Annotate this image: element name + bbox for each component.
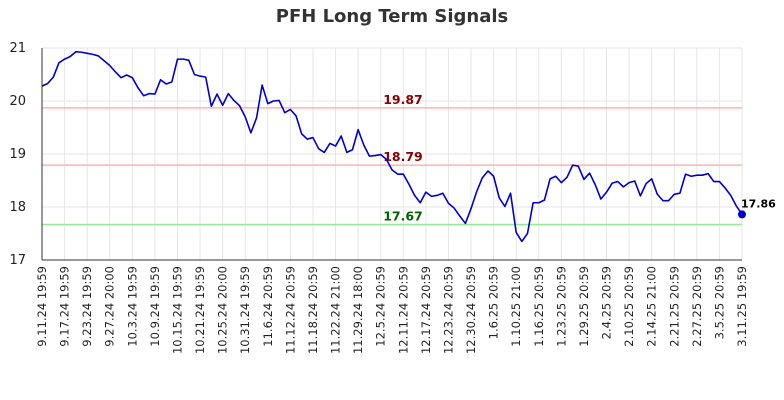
x-tick-label: 3.11.25 19:59	[735, 266, 749, 347]
x-tick-label: 10.21.24 19:59	[193, 266, 207, 354]
x-tick-label: 2.21.25 20:59	[667, 266, 681, 347]
series: 17.86	[41, 50, 776, 243]
y-tick-label: 17	[9, 253, 26, 268]
x-tick-label: 12.11.24 20:59	[396, 266, 410, 354]
x-tick-label: 1.10.25 21:00	[509, 266, 523, 347]
x-tick-label: 10.3.24 19:59	[125, 266, 139, 347]
x-tick-label: 1.29.25 20:59	[577, 266, 591, 347]
x-tick-label: 3.5.25 20:59	[712, 266, 726, 339]
x-tick-label: 9.27.24 20:00	[103, 266, 117, 347]
x-tick-label: 11.12.24 20:59	[283, 266, 297, 354]
x-tick-label: 9.17.24 19:59	[58, 266, 72, 347]
x-tick-label: 11.18.24 20:59	[306, 266, 320, 354]
x-tick-label: 11.6.24 20:59	[261, 266, 275, 347]
x-tick-label: 2.4.25 20:59	[600, 266, 614, 339]
x-tick-label: 12.23.24 20:59	[441, 266, 455, 354]
x-tick-label: 12.30.24 20:59	[464, 266, 478, 354]
x-tick-label: 12.5.24 20:59	[374, 266, 388, 347]
y-tick-label: 20	[9, 94, 26, 109]
y-tick-label: 19	[9, 147, 26, 162]
x-tick-label: 2.14.25 21:00	[645, 266, 659, 347]
lower-signal-label: 17.67	[383, 208, 423, 223]
x-tick-label: 2.10.25 20:59	[622, 266, 636, 347]
x-tick-label: 1.23.25 20:59	[554, 266, 568, 347]
reference-lines: 19.87 18.79 17.67	[42, 92, 742, 226]
x-tick-label: 10.9.24 19:59	[148, 266, 162, 347]
axes: 17 18 19 20 21 9.11.24 19:59 9.17.24 19:59 9.23…	[9, 41, 749, 354]
x-tick-label: 2.27.25 20:59	[690, 266, 704, 347]
x-tick-label: 1.6.25 20:59	[487, 266, 501, 339]
x-tick-label: 12.17.24 20:59	[419, 266, 433, 354]
y-tick-label: 18	[9, 200, 26, 215]
last-point-marker	[738, 210, 746, 219]
x-tick-label: 10.31.24 19:59	[238, 266, 252, 354]
x-tick-label: 11.22.24 21:00	[329, 266, 343, 354]
middle-signal-label: 18.79	[383, 149, 423, 164]
last-value-label: 17.86	[741, 197, 776, 210]
x-tick-label: 9.23.24 19:59	[80, 266, 94, 347]
x-tick-label: 9.11.24 19:59	[35, 266, 49, 347]
x-tick-label: 10.25.24 20:00	[216, 266, 230, 354]
upper-signal-label: 19.87	[383, 92, 423, 107]
price-line	[41, 50, 743, 243]
x-tick-label: 1.16.25 20:59	[532, 266, 546, 347]
x-tick-label: 11.29.24 18:00	[351, 266, 365, 354]
x-tick-label: 10.15.24 19:59	[170, 266, 184, 354]
y-tick-label: 21	[9, 41, 26, 56]
chart-title: PFH Long Term Signals	[275, 6, 509, 27]
